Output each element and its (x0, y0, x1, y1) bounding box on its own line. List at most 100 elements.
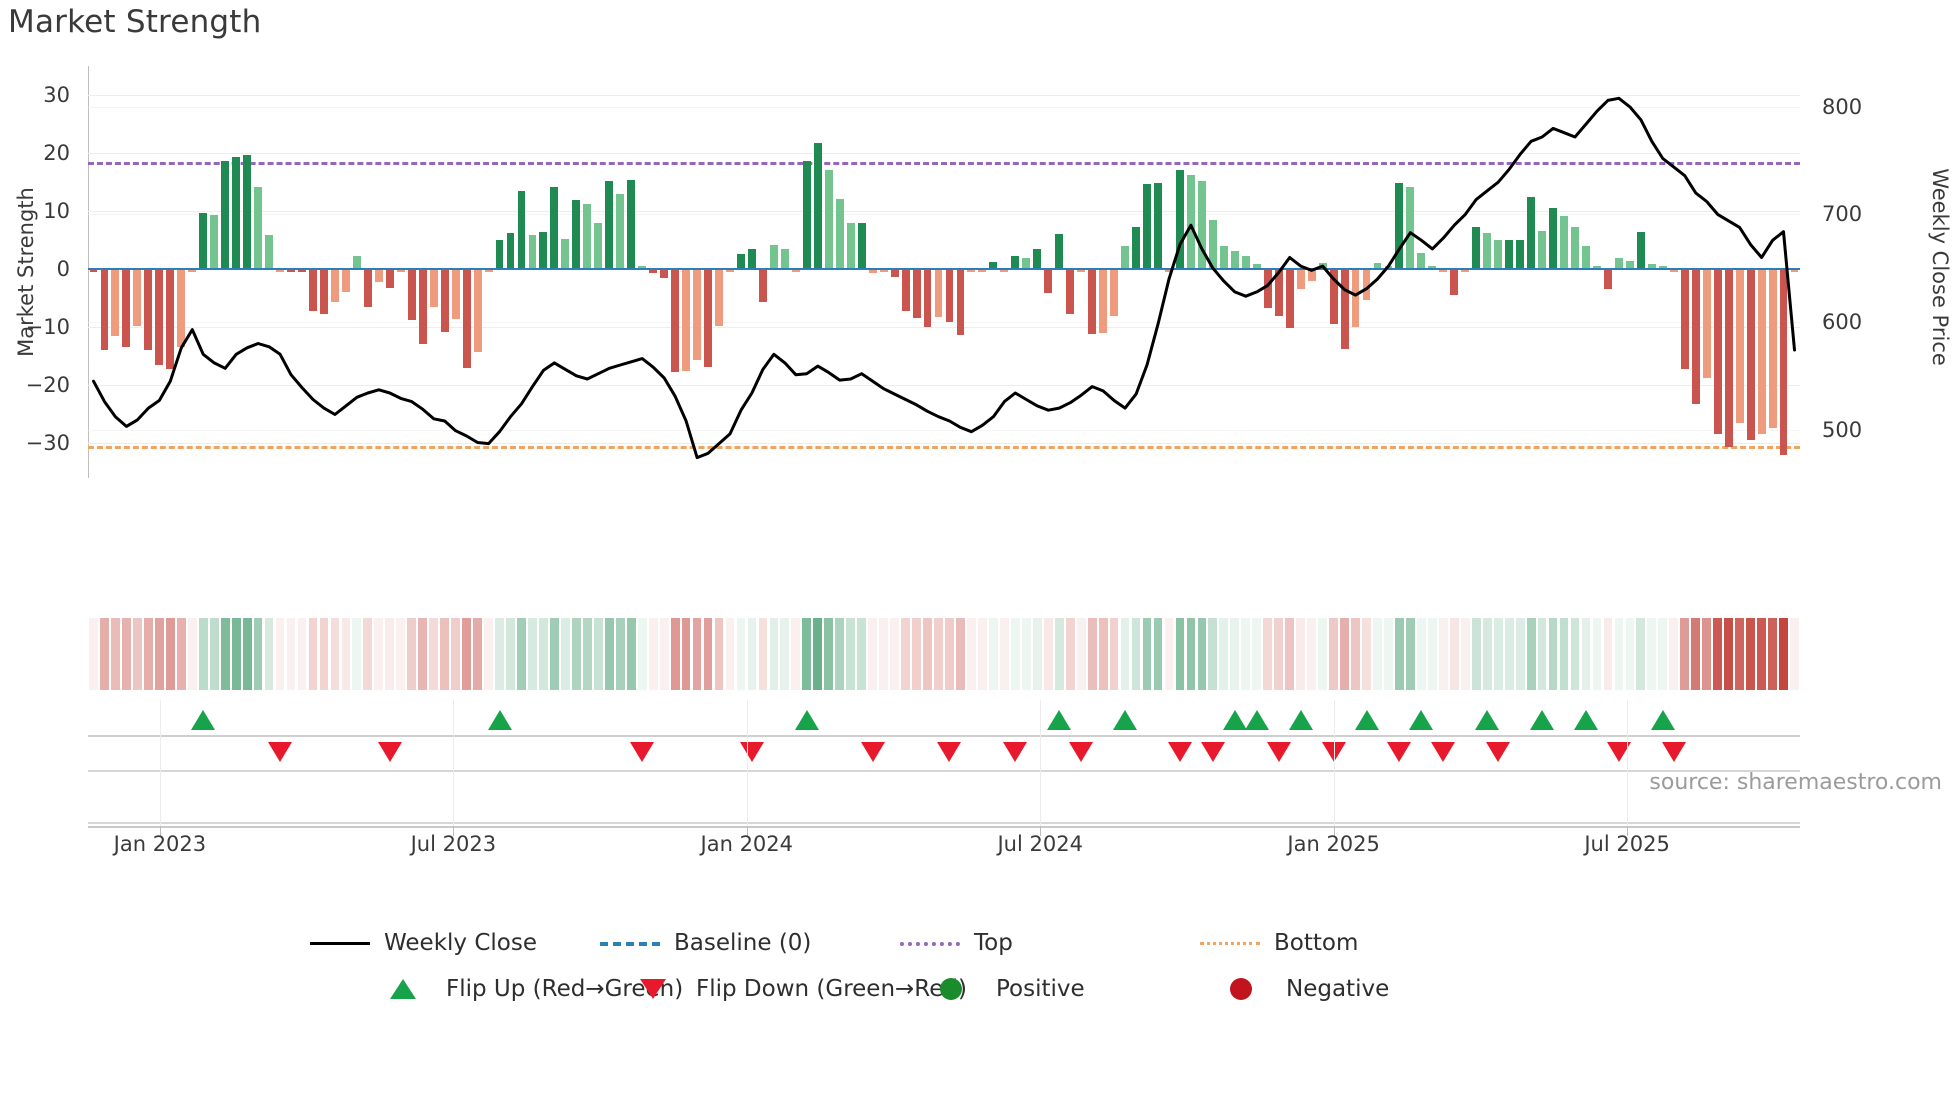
heatmap-cell (440, 618, 450, 690)
legend-item[interactable]: Positive (922, 976, 1085, 1002)
lower-rules (88, 770, 1800, 830)
strength-heatmap-strip (88, 618, 1800, 690)
heatmap-cell (659, 618, 669, 690)
legend-item[interactable]: Top (900, 930, 1013, 956)
y-axis-left-tick: −10 (25, 315, 70, 340)
heatmap-cell (593, 618, 603, 690)
vertical-guide (1627, 770, 1629, 830)
heatmap-cell (1680, 618, 1690, 690)
heatmap-cell (988, 618, 998, 690)
legend-item[interactable]: Negative (1212, 976, 1389, 1002)
heatmap-cell (1263, 618, 1273, 690)
solid-line-icon (310, 931, 370, 955)
heatmap-cell (1318, 618, 1327, 690)
strength-bar (1450, 269, 1459, 295)
flip-down-marker (1266, 742, 1291, 762)
flip-up-marker (487, 710, 512, 730)
strength-bar (418, 269, 427, 344)
gridline (88, 385, 1800, 387)
strength-bar (1472, 226, 1481, 270)
strength-bar (1768, 269, 1777, 428)
strength-bar (1669, 269, 1678, 273)
heatmap-cell (1438, 618, 1448, 690)
rule-top (88, 770, 1800, 772)
gridline-right (88, 429, 1800, 431)
gridline (88, 153, 1800, 155)
x-axis-tick-label: Jan 2025 (1287, 832, 1380, 856)
strength-bar (188, 269, 197, 273)
strength-bar (1230, 251, 1239, 270)
heatmap-cell (165, 618, 175, 690)
heatmap-cell (275, 618, 285, 690)
legend-item[interactable]: Flip Down (Green→Red) (622, 976, 967, 1002)
legend-item[interactable]: Bottom (1200, 930, 1358, 956)
strength-bar (506, 232, 515, 270)
dotted-line-icon-shape (900, 942, 960, 946)
heatmap-cell (1768, 618, 1777, 690)
strength-bar (638, 266, 647, 270)
x-axis-tick-label: Jul 2023 (410, 832, 497, 856)
strength-bar (1724, 269, 1733, 447)
strength-bar (1680, 269, 1689, 369)
heatmap-cell (1164, 618, 1174, 690)
flip-down-marker (1321, 742, 1346, 762)
strength-bar (802, 160, 811, 270)
heatmap-cell (1537, 618, 1547, 690)
strength-bar (89, 269, 98, 273)
strength-bar (660, 269, 669, 279)
heatmap-cell (648, 618, 658, 690)
strength-bar (1571, 227, 1579, 270)
legend-item[interactable]: Weekly Close (310, 930, 537, 956)
strength-bar (374, 269, 383, 283)
strength-bar (298, 269, 306, 273)
heatmap-cell (1043, 618, 1053, 690)
heatmap-cell (835, 618, 845, 690)
heatmap-cell (934, 618, 943, 690)
vertical-guide (1333, 770, 1335, 830)
heatmap-cell (198, 618, 208, 690)
strength-bar (912, 269, 921, 319)
heatmap-cell (451, 618, 461, 690)
strength-bar (879, 269, 888, 273)
heatmap-cell (1647, 618, 1657, 690)
strength-bar (276, 269, 284, 273)
legend-item[interactable]: Baseline (0) (600, 930, 811, 956)
heatmap-cell (780, 618, 790, 690)
heatmap-cell (1482, 618, 1492, 690)
strength-bar (111, 269, 120, 337)
strength-bar (1197, 181, 1206, 270)
heatmap-cell (506, 618, 515, 690)
flip-down-marker (1387, 742, 1412, 762)
x-axis-tickmark (1040, 826, 1042, 836)
heatmap-cell (1208, 618, 1218, 690)
strength-bar (166, 269, 175, 369)
flip-down-marker (1431, 742, 1456, 762)
heatmap-cell (1120, 618, 1130, 690)
strength-bar (1538, 231, 1547, 270)
vertical-guide (159, 770, 161, 830)
heatmap-cell (571, 618, 581, 690)
heatmap-cell (769, 618, 779, 690)
heatmap-cell (956, 618, 965, 690)
heatmap-cell (1493, 618, 1503, 690)
x-axis-tickmark (1627, 826, 1629, 836)
heatmap-cell (341, 618, 351, 690)
y-axis-left-tick: 0 (56, 257, 70, 282)
strength-bar (1461, 269, 1470, 273)
heatmap-cell (1614, 618, 1624, 690)
gridline (88, 95, 1800, 96)
heatmap-cell (1021, 618, 1031, 690)
heatmap-cell (407, 618, 417, 690)
heatmap-cell (1340, 618, 1349, 690)
strength-bar (1055, 233, 1064, 270)
strength-bar (715, 269, 723, 326)
strength-bar (440, 269, 449, 333)
strength-bar (1066, 269, 1075, 315)
strength-bar (1077, 269, 1086, 273)
strength-bar (978, 269, 987, 273)
heatmap-cell (1098, 618, 1108, 690)
circle-icon-shape (1230, 978, 1252, 1000)
heatmap-cell (1241, 618, 1251, 690)
strength-bar (605, 180, 614, 270)
heatmap-cell (813, 618, 823, 690)
